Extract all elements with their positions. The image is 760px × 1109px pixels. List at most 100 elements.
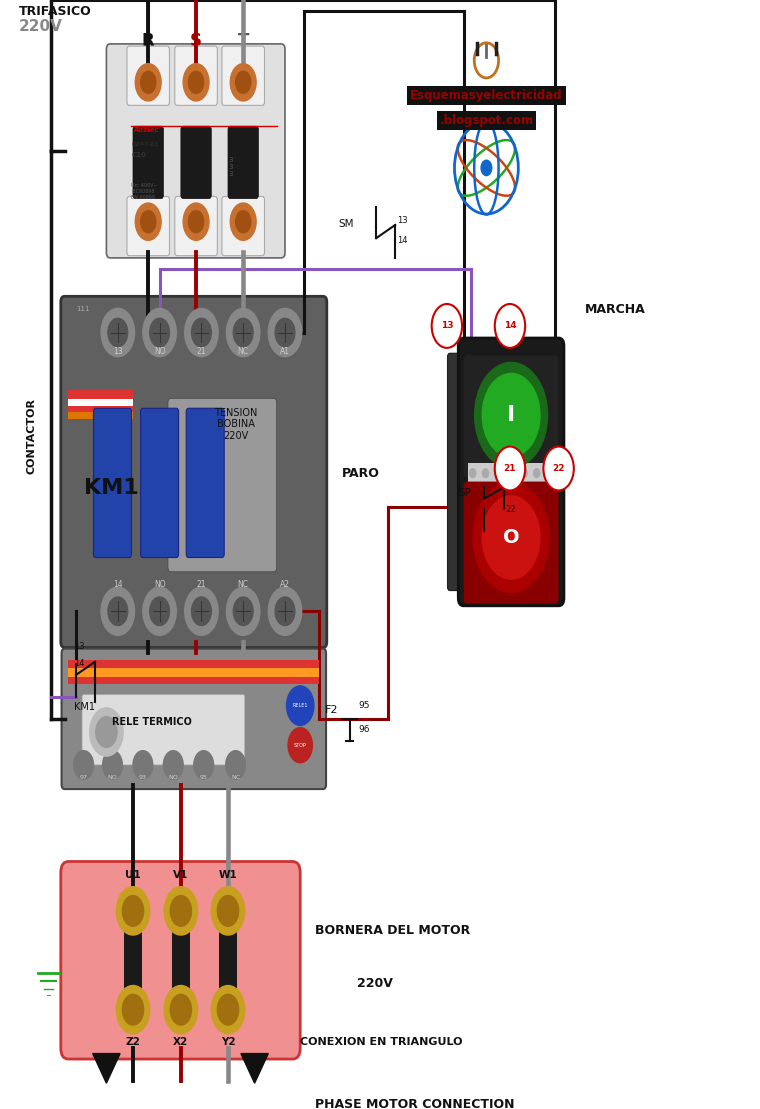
Circle shape	[185, 308, 218, 357]
Circle shape	[474, 363, 547, 468]
Text: SP: SP	[458, 488, 471, 498]
FancyBboxPatch shape	[62, 649, 326, 790]
Circle shape	[108, 597, 128, 625]
FancyBboxPatch shape	[464, 355, 559, 477]
Text: W1: W1	[219, 869, 237, 879]
FancyBboxPatch shape	[68, 411, 133, 419]
FancyBboxPatch shape	[186, 408, 224, 558]
Circle shape	[236, 71, 251, 93]
Text: 13: 13	[441, 322, 453, 330]
Circle shape	[275, 597, 295, 625]
FancyBboxPatch shape	[458, 338, 564, 606]
Circle shape	[133, 751, 153, 780]
Text: KM1: KM1	[84, 478, 138, 498]
FancyBboxPatch shape	[448, 354, 469, 590]
Circle shape	[288, 728, 312, 763]
Text: Z2: Z2	[125, 1037, 141, 1047]
Circle shape	[495, 447, 525, 490]
Text: 13: 13	[74, 642, 85, 651]
FancyBboxPatch shape	[82, 694, 245, 765]
Circle shape	[287, 685, 314, 725]
Circle shape	[122, 896, 144, 926]
Text: NC: NC	[238, 580, 249, 589]
Circle shape	[116, 887, 150, 935]
FancyBboxPatch shape	[68, 399, 133, 406]
Text: I: I	[507, 405, 515, 425]
Text: C10: C10	[131, 152, 147, 157]
Circle shape	[546, 469, 553, 478]
Circle shape	[481, 160, 492, 175]
Text: PARO: PARO	[342, 467, 380, 480]
Text: 21: 21	[197, 580, 206, 589]
FancyBboxPatch shape	[228, 126, 258, 199]
Circle shape	[226, 751, 245, 780]
Circle shape	[185, 587, 218, 635]
Text: R: R	[142, 32, 154, 50]
Circle shape	[101, 587, 135, 635]
Circle shape	[143, 587, 176, 635]
Text: 111: 111	[76, 306, 90, 312]
Text: Un: 400V~
IEC60898
EN 60898: Un: 400V~ IEC60898 EN 60898	[131, 183, 158, 200]
Circle shape	[192, 597, 211, 625]
Circle shape	[116, 986, 150, 1034]
Text: TRIFASICO: TRIFASICO	[19, 6, 92, 19]
Circle shape	[226, 308, 260, 357]
FancyBboxPatch shape	[181, 126, 211, 199]
Text: 220V: 220V	[19, 19, 63, 33]
Text: TENSION
BOBINA
220V: TENSION BOBINA 220V	[214, 408, 258, 441]
FancyBboxPatch shape	[68, 389, 133, 411]
Text: Aoslec: Aoslec	[133, 126, 159, 133]
Circle shape	[170, 896, 192, 926]
Circle shape	[230, 63, 256, 101]
Text: RELE1: RELE1	[293, 703, 308, 709]
Circle shape	[226, 587, 260, 635]
Text: U1: U1	[125, 869, 141, 879]
Circle shape	[543, 447, 574, 490]
Text: 95: 95	[200, 775, 207, 781]
Text: 14: 14	[504, 322, 516, 330]
Text: CONTACTOR: CONTACTOR	[27, 398, 37, 474]
Circle shape	[236, 211, 251, 233]
Text: Esquemasyelectricidad: Esquemasyelectricidad	[410, 89, 562, 102]
Circle shape	[268, 587, 302, 635]
Text: S: S	[190, 32, 202, 50]
Text: 220V: 220V	[357, 977, 393, 989]
Text: SM: SM	[338, 220, 353, 230]
Circle shape	[192, 318, 211, 347]
Circle shape	[470, 469, 476, 478]
Circle shape	[508, 469, 514, 478]
Text: .blogspot.com: .blogspot.com	[439, 114, 534, 128]
Text: 21: 21	[504, 464, 516, 474]
Text: V1: V1	[173, 869, 188, 879]
FancyBboxPatch shape	[106, 44, 285, 258]
Text: 13: 13	[113, 347, 122, 356]
Circle shape	[188, 211, 204, 233]
Text: NO: NO	[154, 580, 166, 589]
Text: 3
3
3: 3 3 3	[228, 156, 233, 176]
Circle shape	[496, 469, 502, 478]
Circle shape	[483, 469, 489, 478]
Text: NC: NC	[231, 775, 240, 781]
Text: CONEXION EN TRIANGULO: CONEXION EN TRIANGULO	[300, 1037, 463, 1047]
Circle shape	[534, 469, 540, 478]
Circle shape	[74, 751, 93, 780]
Text: 22: 22	[505, 505, 516, 513]
Circle shape	[432, 304, 462, 348]
Text: RELE TERMICO: RELE TERMICO	[112, 718, 192, 728]
Text: T: T	[238, 32, 249, 50]
FancyBboxPatch shape	[464, 481, 559, 603]
Text: O: O	[503, 528, 519, 547]
FancyBboxPatch shape	[93, 408, 131, 558]
Text: 21: 21	[505, 478, 516, 487]
FancyBboxPatch shape	[61, 862, 300, 1059]
Circle shape	[135, 203, 161, 241]
Text: 95: 95	[359, 701, 370, 710]
Text: 96: 96	[359, 725, 370, 734]
Circle shape	[473, 482, 549, 592]
Circle shape	[482, 496, 540, 579]
Text: X2: X2	[173, 1037, 188, 1047]
Text: NC: NC	[238, 347, 249, 356]
Polygon shape	[93, 1054, 120, 1083]
FancyBboxPatch shape	[175, 196, 217, 256]
FancyBboxPatch shape	[468, 464, 554, 484]
